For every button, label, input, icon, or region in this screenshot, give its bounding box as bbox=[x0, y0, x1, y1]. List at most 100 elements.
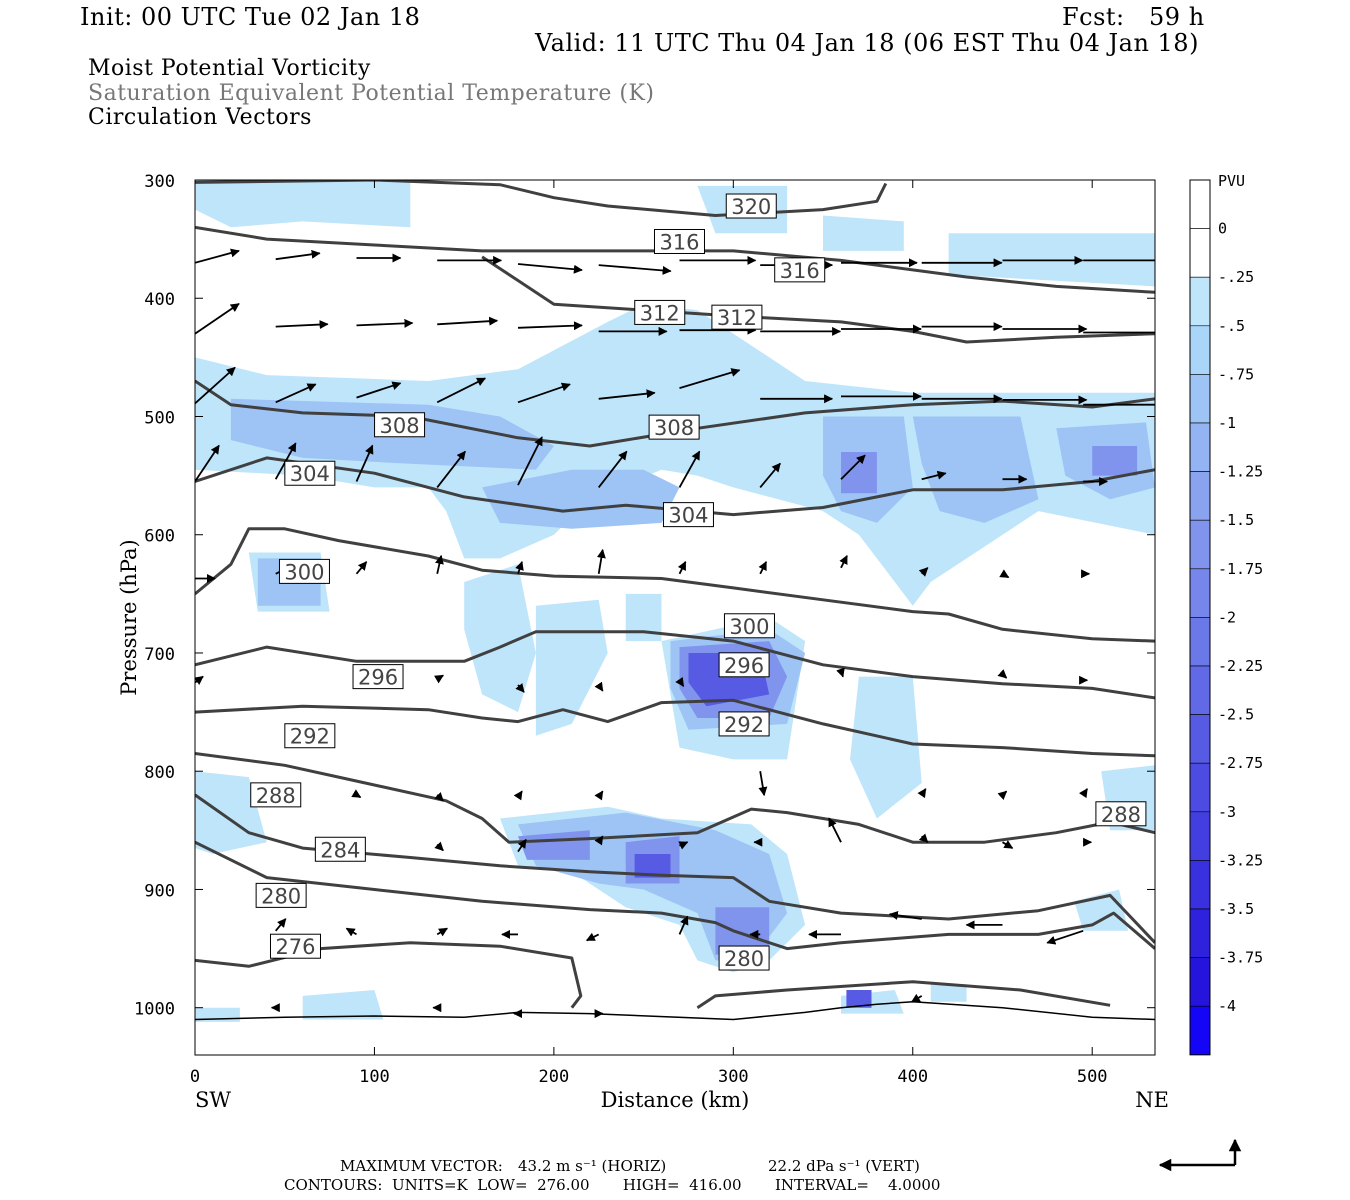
colorbar-swatch bbox=[1189, 471, 1211, 521]
pv-shade-region bbox=[195, 180, 411, 228]
circulation-vector bbox=[594, 790, 604, 801]
pv-shade-region bbox=[1092, 446, 1138, 476]
circulation-vector bbox=[597, 450, 628, 488]
colorbar-swatch bbox=[1189, 665, 1211, 715]
contour-label-value: 292 bbox=[290, 725, 330, 749]
colorbar-swatch bbox=[1189, 617, 1211, 667]
contour-label-value: 280 bbox=[724, 947, 764, 971]
y-tick-label: 600 bbox=[144, 527, 175, 547]
contour-label: 316 bbox=[774, 257, 826, 283]
circulation-vector bbox=[759, 462, 781, 488]
max-vector-horiz: 43.2 m s⁻¹ (HORIZ) bbox=[518, 1157, 667, 1175]
contour-label: 308 bbox=[648, 414, 700, 440]
colorbar-label: -1.75 bbox=[1218, 560, 1263, 578]
contour-label-value: 284 bbox=[320, 838, 360, 862]
contour-label-box bbox=[723, 613, 775, 639]
theta-es-contour bbox=[195, 630, 1155, 700]
contour-label: 276 bbox=[269, 933, 321, 959]
pv-shade-region bbox=[715, 907, 770, 955]
contour-label: 292 bbox=[284, 723, 336, 749]
colorbar-label: -3.5 bbox=[1218, 900, 1254, 918]
contour-label-value: 316 bbox=[659, 230, 699, 254]
contour-label-value: 308 bbox=[654, 416, 694, 440]
circulation-vector bbox=[678, 915, 689, 935]
x-tick-label: 500 bbox=[1077, 1067, 1108, 1087]
forecast-hour: Fcst: 59 h bbox=[1062, 3, 1205, 31]
circulation-vector bbox=[195, 675, 204, 685]
contour-label: 304 bbox=[284, 460, 336, 486]
colorbar-label: -.5 bbox=[1218, 317, 1245, 335]
colorbar-label: -1.25 bbox=[1218, 463, 1263, 481]
max-vector-vert: 22.2 dPa s⁻¹ (VERT) bbox=[768, 1157, 920, 1175]
field-title-vectors: Circulation Vectors bbox=[88, 105, 312, 130]
circulation-vector bbox=[675, 676, 685, 687]
circulation-vector bbox=[275, 320, 329, 330]
circulation-vector bbox=[195, 248, 240, 264]
theta-es-contour bbox=[195, 840, 1155, 951]
contour-label-box bbox=[774, 257, 826, 283]
circulation-vector bbox=[275, 383, 317, 404]
circulation-vector bbox=[910, 993, 923, 1003]
circulation-vector bbox=[345, 927, 357, 937]
circulation-vector bbox=[679, 368, 741, 389]
circulation-vector bbox=[997, 669, 1008, 679]
colorbar-label: -3.75 bbox=[1218, 949, 1263, 967]
contour-label-value: 292 bbox=[724, 713, 764, 737]
circulation-vector bbox=[917, 788, 927, 799]
theta-es-contour bbox=[195, 180, 888, 217]
circulation-vector bbox=[517, 382, 571, 404]
y-tick-label: 500 bbox=[144, 408, 175, 428]
contour-label-value: 296 bbox=[358, 666, 398, 690]
contour-label: 296 bbox=[718, 652, 770, 678]
contour-label-value: 316 bbox=[780, 259, 820, 283]
contour-label-box bbox=[284, 723, 336, 749]
pv-shade-region bbox=[930, 984, 967, 1002]
colorbar-swatch bbox=[1189, 860, 1211, 910]
circulation-vector bbox=[918, 833, 929, 843]
circulation-vector bbox=[1078, 788, 1088, 799]
theta-es-contour bbox=[481, 255, 1155, 344]
circulation-vector bbox=[594, 681, 604, 692]
contour-label-box bbox=[255, 882, 307, 908]
colorbar-label: -2 bbox=[1218, 608, 1236, 626]
contour-label-box bbox=[718, 652, 770, 678]
colorbar-swatch bbox=[1189, 811, 1211, 861]
contour-label: 300 bbox=[278, 558, 330, 584]
circulation-vector bbox=[997, 790, 1008, 801]
circulation-vector bbox=[840, 454, 866, 480]
contour-label: 288 bbox=[250, 782, 302, 808]
circulation-vector bbox=[355, 444, 374, 482]
circulation-vector bbox=[999, 569, 1010, 579]
ground-surface-line bbox=[195, 1001, 1155, 1021]
contour-label-box bbox=[269, 933, 321, 959]
circulation-vector bbox=[436, 450, 466, 488]
theta-es-contour bbox=[195, 941, 583, 1009]
theta-es-contour bbox=[195, 527, 1155, 643]
x-axis-title: Distance (km) bbox=[601, 1088, 750, 1112]
circulation-vector bbox=[356, 381, 402, 399]
contour-label-value: 300 bbox=[729, 615, 769, 639]
theta-es-contour bbox=[195, 698, 1155, 758]
contour-label-box bbox=[718, 711, 770, 737]
contour-label: 292 bbox=[718, 711, 770, 737]
circulation-vector bbox=[356, 318, 414, 328]
x-tick-label: 200 bbox=[539, 1067, 570, 1087]
contour-label-box bbox=[662, 502, 714, 528]
contour-label-value: 308 bbox=[380, 414, 420, 438]
circulation-vector bbox=[515, 682, 525, 693]
circulation-vector bbox=[435, 554, 444, 574]
max-vector-label: MAXIMUM VECTOR: bbox=[340, 1157, 503, 1175]
contour-label-box bbox=[711, 304, 763, 330]
pv-shade-region bbox=[482, 469, 680, 529]
colorbar-label: 0 bbox=[1218, 220, 1227, 238]
plot-frame bbox=[194, 179, 1156, 1056]
contour-label-box bbox=[718, 945, 770, 971]
colorbar-unit: PVU bbox=[1218, 172, 1245, 190]
contour-label-box bbox=[314, 836, 366, 862]
pv-shade-region bbox=[464, 564, 536, 713]
pv-shade-region bbox=[841, 452, 877, 494]
circulation-vector bbox=[436, 377, 487, 404]
x-tick-label: 100 bbox=[359, 1067, 390, 1087]
circulation-vector bbox=[433, 674, 444, 684]
contour-label-value: 280 bbox=[261, 884, 301, 908]
